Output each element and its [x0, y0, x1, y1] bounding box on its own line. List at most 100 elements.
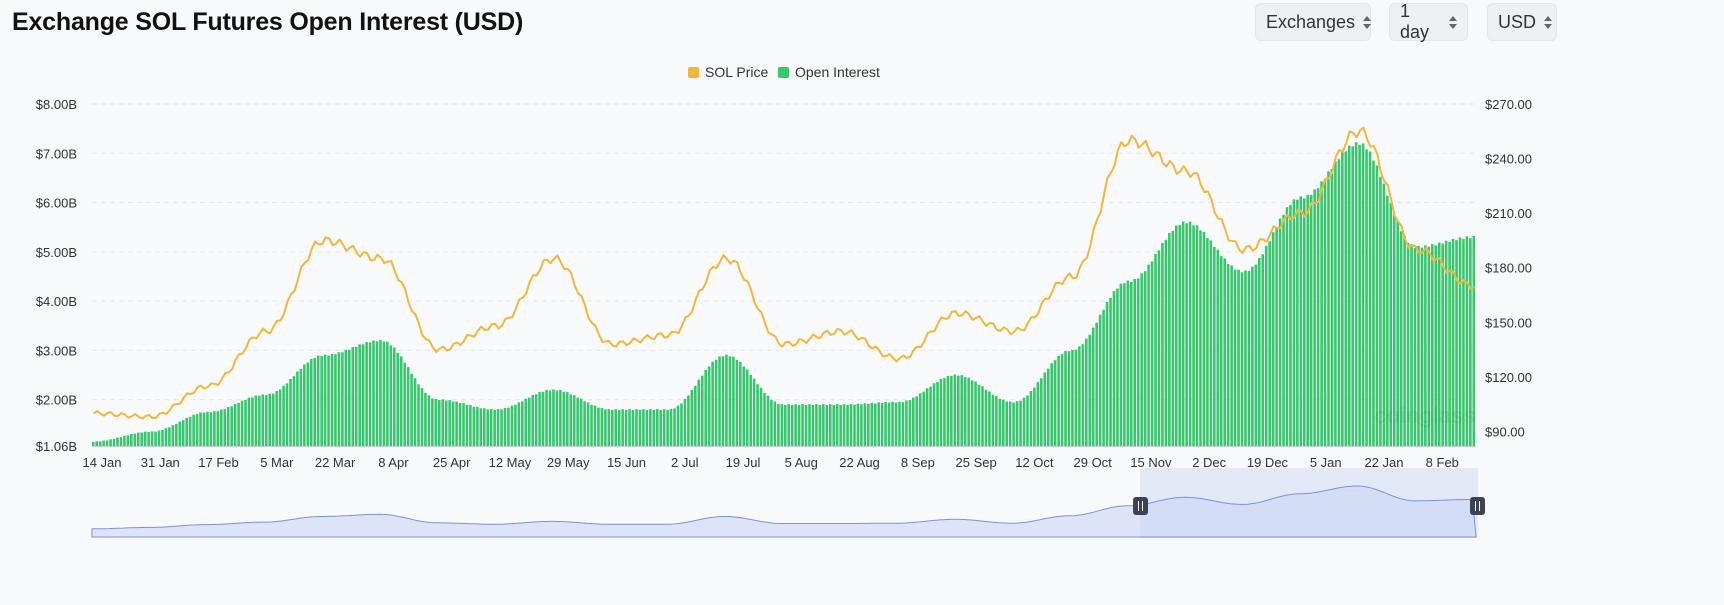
oi-bar: [597, 407, 600, 446]
oi-bar: [199, 412, 202, 446]
exchange-select[interactable]: Exchanges: [1255, 3, 1372, 41]
oi-bar: [1085, 338, 1088, 446]
currency-select[interactable]: USD: [1487, 3, 1557, 41]
oi-bar: [1147, 264, 1150, 446]
oi-bar: [1130, 281, 1133, 446]
oi-bar: [583, 401, 586, 446]
oi-bar: [527, 397, 531, 446]
oi-bar: [306, 362, 310, 446]
oi-bar: [915, 396, 919, 446]
oi-bar: [1458, 237, 1462, 446]
currency-select-label: USD: [1498, 11, 1537, 32]
oi-bar: [541, 391, 545, 446]
oi-bar: [694, 385, 697, 446]
oi-bar: [1161, 242, 1164, 446]
oi-bar: [1102, 309, 1105, 446]
oi-bar: [925, 388, 929, 446]
oi-bar: [676, 405, 680, 446]
oi-bar: [1247, 270, 1251, 446]
oi-bar: [787, 404, 791, 446]
oi-bar: [1174, 225, 1178, 446]
navigator-handle-right[interactable]: [1470, 497, 1485, 515]
oi-bar: [815, 404, 818, 446]
x-tick-label: 5 Jan: [1310, 455, 1342, 470]
oi-bar: [1043, 372, 1047, 446]
legend-item-open-interest[interactable]: Open Interest: [778, 64, 880, 80]
oi-bar: [1327, 171, 1330, 446]
oi-bar: [1261, 254, 1265, 446]
exchange-select-label: Exchanges: [1266, 11, 1356, 32]
oi-bar: [1303, 198, 1306, 446]
oi-bar: [303, 364, 306, 446]
oi-bar: [963, 377, 967, 446]
y-left-tick-label: $1.06B: [36, 439, 77, 454]
oi-bar: [237, 403, 240, 446]
oi-bar: [742, 366, 746, 446]
legend-item-price[interactable]: SOL Price: [688, 64, 768, 80]
oi-bar: [1019, 400, 1022, 446]
oi-bar: [1455, 240, 1458, 446]
oi-bar: [493, 409, 496, 446]
oi-bar: [399, 356, 403, 446]
oi-bar: [479, 408, 483, 446]
oi-bar: [977, 384, 981, 446]
oi-bar: [323, 354, 327, 446]
range-navigator[interactable]: [91, 468, 1485, 538]
oi-bar: [687, 395, 690, 446]
oi-bar: [337, 352, 341, 446]
oi-bar: [95, 441, 99, 446]
oi-bar: [984, 389, 988, 446]
oi-bar: [379, 339, 382, 446]
oi-bar: [1181, 221, 1185, 446]
y-left-tick-label: $8.00B: [36, 97, 77, 112]
oi-bar: [1417, 245, 1420, 446]
oi-bar: [292, 376, 296, 446]
oi-bar: [458, 403, 462, 446]
oi-bar: [476, 406, 479, 446]
oi-bar: [1209, 240, 1213, 446]
x-tick-label: 22 Jan: [1364, 455, 1403, 470]
oi-bar: [1441, 243, 1444, 446]
x-tick-label: 12 Oct: [1015, 455, 1054, 470]
oi-bar: [299, 368, 303, 446]
open-interest-chart: SOL Price Open Interest $1.06B $2.00B $3.0…: [36, 64, 1532, 538]
oi-bar: [1050, 363, 1053, 446]
oi-bar: [860, 404, 863, 446]
oi-bar: [683, 398, 687, 446]
navigator-handle-left[interactable]: [1133, 497, 1148, 515]
oi-bar: [209, 412, 213, 446]
oi-bar: [1150, 261, 1154, 446]
oi-bar: [375, 341, 379, 446]
oi-bar: [652, 409, 656, 446]
oi-bar: [1451, 238, 1455, 446]
oi-bar: [590, 404, 593, 446]
oi-bar: [489, 409, 493, 446]
y-right-tick-label: $270.00: [1485, 97, 1532, 112]
oi-bar: [566, 392, 569, 446]
oi-bar: [932, 383, 936, 446]
open-interest-bars: [92, 142, 1476, 447]
oi-bar: [258, 395, 261, 446]
oi-bar: [538, 392, 541, 446]
interval-select[interactable]: 1 day: [1389, 1, 1468, 42]
x-tick-label: 22 Aug: [839, 455, 880, 470]
oi-bar: [233, 403, 237, 446]
oi-bar: [434, 398, 438, 446]
oi-bar: [289, 378, 292, 446]
oi-bar: [1410, 244, 1413, 446]
oi-bar: [1313, 189, 1316, 446]
price-line: [93, 126, 1475, 420]
oi-bar: [974, 381, 977, 446]
y-right-tick-label: $240.00: [1485, 152, 1532, 167]
oi-bar: [908, 400, 912, 446]
oi-bar: [780, 404, 784, 446]
x-tick-label: 25 Apr: [433, 455, 471, 470]
oi-bar: [939, 378, 943, 446]
oi-bar: [1351, 146, 1354, 446]
oi-bar: [112, 438, 116, 446]
oi-bar: [278, 389, 282, 446]
oi-bar: [510, 405, 514, 446]
oi-bar: [171, 425, 175, 446]
y-left-tick-label: $7.00B: [36, 146, 77, 161]
oi-bar: [178, 421, 182, 446]
